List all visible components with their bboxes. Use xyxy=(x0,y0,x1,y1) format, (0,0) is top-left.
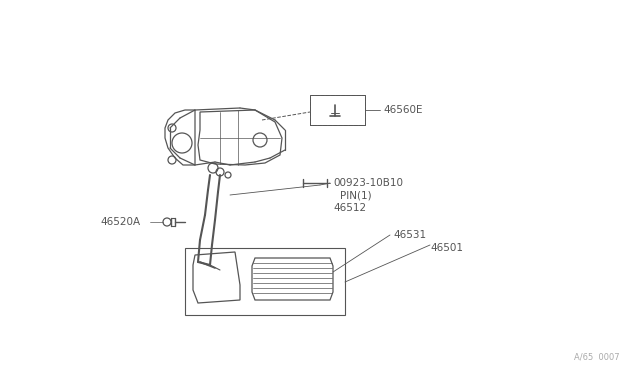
Text: PIN(1): PIN(1) xyxy=(340,190,372,200)
Polygon shape xyxy=(252,258,333,300)
Text: 46512: 46512 xyxy=(333,203,366,213)
Text: 46520A: 46520A xyxy=(100,217,140,227)
Text: A/65  0007: A/65 0007 xyxy=(574,353,620,362)
Text: 46501: 46501 xyxy=(430,243,463,253)
Text: 46531: 46531 xyxy=(393,230,426,240)
Text: 46560E: 46560E xyxy=(383,105,422,115)
Text: 00923-10B10: 00923-10B10 xyxy=(333,178,403,188)
